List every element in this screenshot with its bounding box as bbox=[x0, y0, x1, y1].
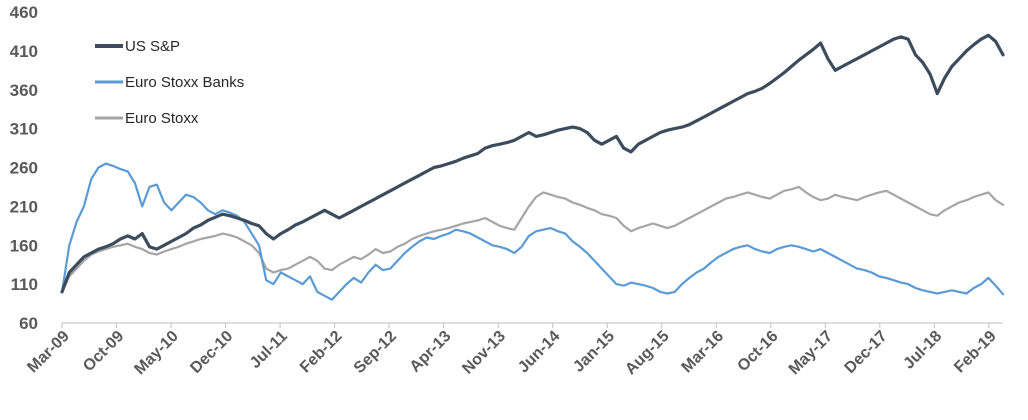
legend-item-us-sp: US S&P bbox=[95, 38, 180, 55]
x-tick-label: Mar-09 bbox=[24, 328, 73, 377]
x-tick-label: Oct-16 bbox=[734, 328, 781, 375]
x-tick-label: May-10 bbox=[131, 328, 181, 378]
x-tick-label: Feb-19 bbox=[951, 328, 1000, 377]
legend-label: Euro Stoxx Banks bbox=[125, 74, 244, 91]
legend: US S&P Euro Stoxx Banks Euro Stoxx bbox=[95, 38, 244, 127]
x-tick-label: Jan-15 bbox=[570, 328, 618, 376]
x-tick-label: Feb-12 bbox=[297, 328, 346, 377]
y-tick-label: 160 bbox=[10, 236, 38, 255]
y-tick-label: 360 bbox=[10, 81, 38, 100]
x-axis: Mar-09 Oct-09 May-10 Dec-10 Jul-11 Feb-12 Sep-… bbox=[24, 322, 1003, 378]
x-tick-label: Oct-09 bbox=[80, 328, 127, 375]
y-tick-label: 310 bbox=[10, 120, 38, 139]
x-tick-label: Jun-14 bbox=[515, 328, 564, 377]
y-axis: 60 110 160 210 260 310 360 410 460 bbox=[10, 3, 38, 333]
legend-label: Euro Stoxx bbox=[125, 110, 199, 127]
y-tick-label: 410 bbox=[10, 42, 38, 61]
y-tick-label: 110 bbox=[11, 275, 38, 294]
series-line-euro-stoxx bbox=[60, 185, 1005, 293]
legend-item-euro-stoxx: Euro Stoxx bbox=[95, 110, 199, 127]
series-lines bbox=[60, 33, 1005, 301]
x-tick-label: Mar-16 bbox=[679, 328, 728, 377]
y-tick-label: 60 bbox=[19, 314, 38, 333]
x-tick-label: Jul-18 bbox=[900, 328, 945, 373]
x-tick-label: Dec-17 bbox=[842, 328, 891, 377]
y-tick-label: 260 bbox=[10, 159, 38, 178]
x-tick-label: Jul-11 bbox=[247, 328, 291, 372]
x-tick-label: Sep-12 bbox=[351, 328, 400, 377]
x-tick-label: Dec-10 bbox=[187, 328, 236, 377]
series-line-us-sp bbox=[60, 33, 1005, 294]
x-tick-label: May-17 bbox=[786, 328, 836, 378]
x-tick-label: Aug-15 bbox=[622, 328, 672, 378]
y-tick-label: 210 bbox=[10, 197, 38, 216]
x-tick-label: Apr-13 bbox=[407, 328, 455, 376]
y-tick-label: 460 bbox=[10, 3, 38, 22]
x-tick-label: Nov-13 bbox=[459, 328, 509, 378]
legend-item-euro-stoxx-banks: Euro Stoxx Banks bbox=[95, 74, 244, 91]
series-line-euro-stoxx-banks bbox=[60, 162, 1005, 301]
legend-label: US S&P bbox=[125, 38, 180, 55]
